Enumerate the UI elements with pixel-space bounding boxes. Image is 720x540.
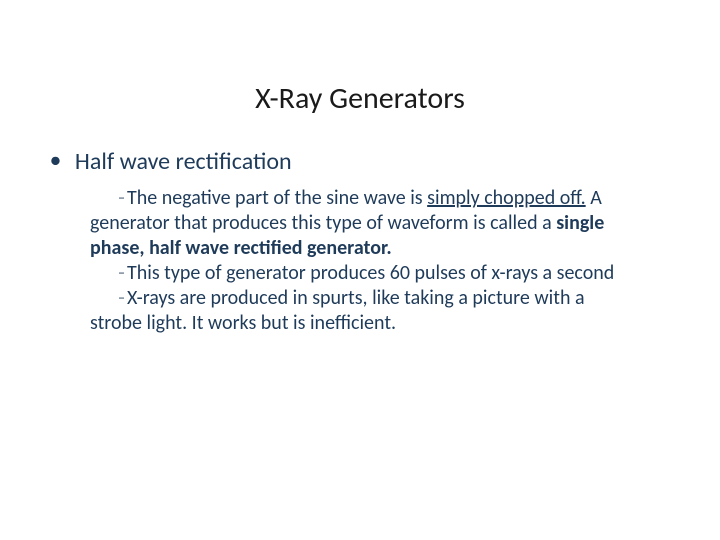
slide-title: X-Ray Generators (60, 80, 660, 117)
bullet-label: Half wave rectification (75, 147, 292, 176)
p3: X-rays are produced in spurts, like taki… (90, 286, 585, 335)
body-text: –The negative part of the sine wave is s… (90, 186, 640, 336)
slide: X-Ray Generators ● Half wave rectificati… (0, 0, 720, 540)
dash-icon: – (118, 289, 125, 306)
p1-underline: simply chopped off. (427, 186, 586, 210)
bullet-row: ● Half wave rectification (50, 147, 660, 176)
dash-icon: – (118, 189, 125, 206)
bullet-icon: ● (50, 147, 61, 173)
p1a: The negative part of the sine wave is (127, 186, 427, 210)
dash-icon: – (118, 264, 125, 281)
p2: This type of generator produces 60 pulse… (127, 261, 614, 285)
